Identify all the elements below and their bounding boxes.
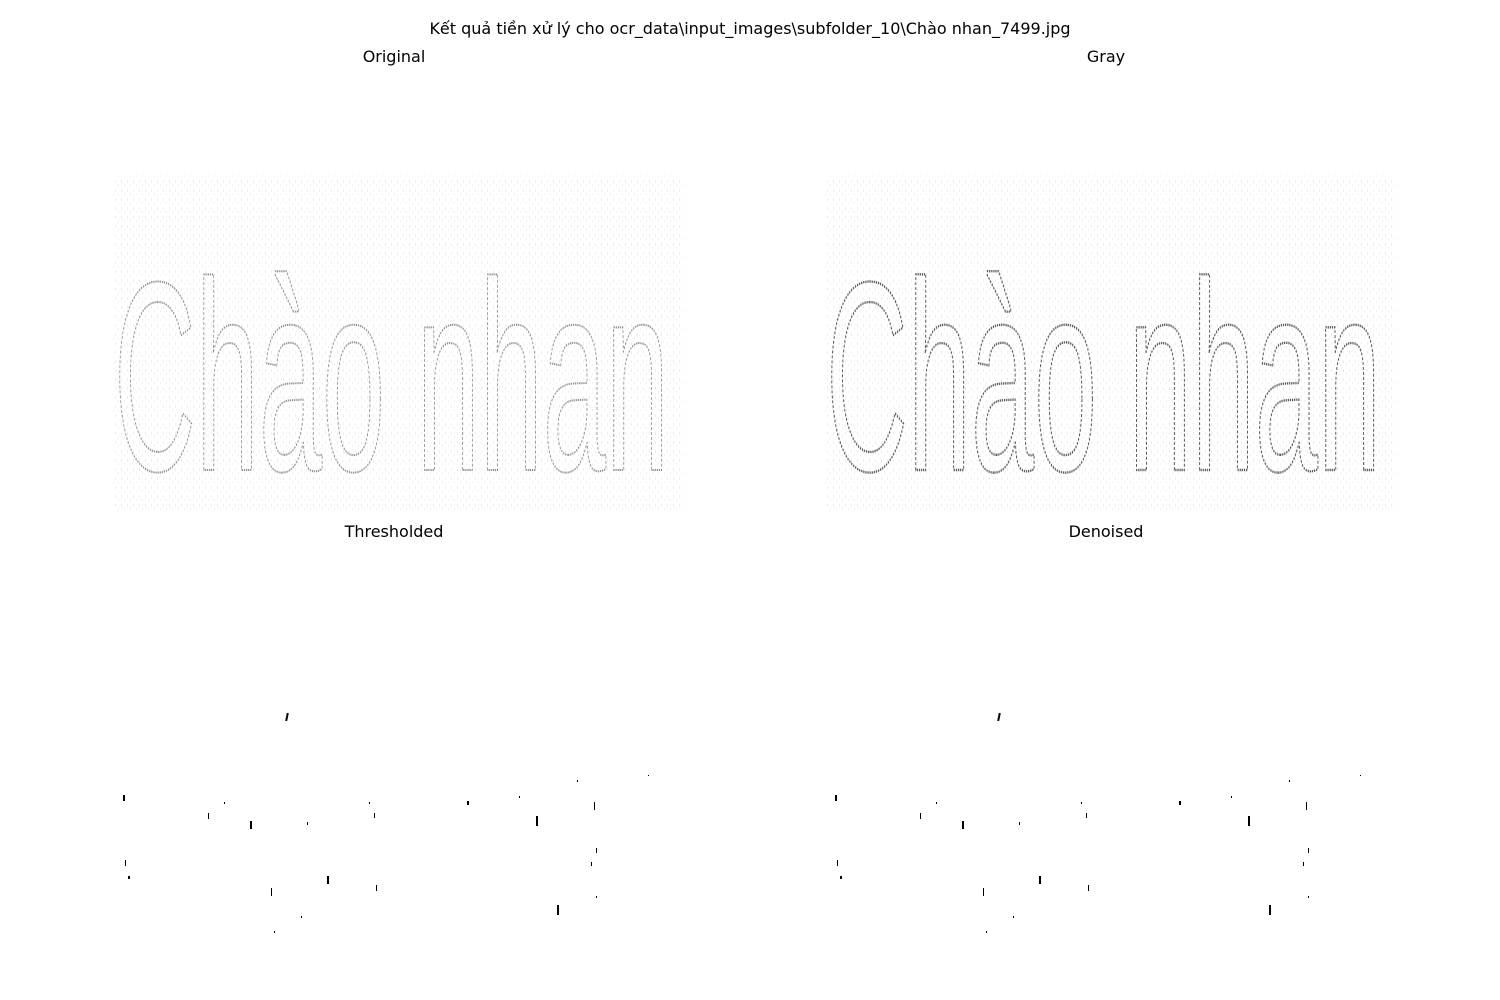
panel-title-denoised: Denoised — [1068, 522, 1144, 541]
gray-image: Chào nhan — [826, 175, 1396, 515]
original-word: Chào nhan — [114, 227, 669, 515]
denoised-image — [835, 712, 1361, 933]
panel-title-original: Original — [362, 47, 426, 66]
original-image: Chào nhan — [114, 175, 684, 515]
thresholded-image — [123, 712, 649, 933]
figure-title: Kết quả tiền xử lý cho ocr_data\input_im… — [429, 19, 1071, 38]
panel-title-gray: Gray — [1086, 47, 1126, 66]
panel-title-thresholded: Thresholded — [344, 522, 444, 541]
gray-word: Chào nhan — [826, 227, 1381, 515]
